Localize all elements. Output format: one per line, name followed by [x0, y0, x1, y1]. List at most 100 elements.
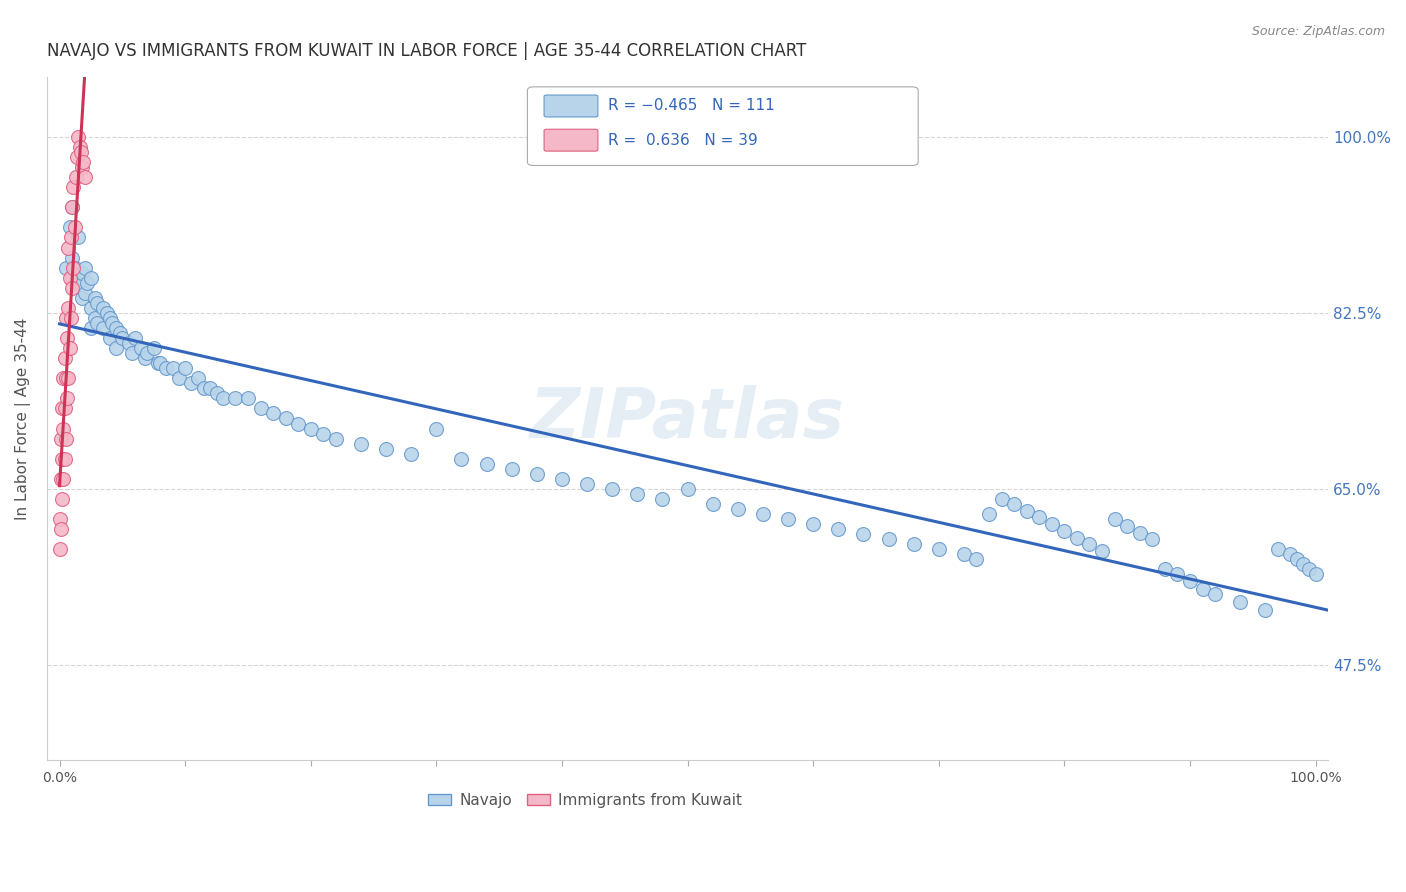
Point	[73, 260, 96, 275]
Point	[59, 310, 82, 325]
Point	[274, 411, 297, 425]
Text: R = −0.465   N = 111: R = −0.465 N = 111	[609, 98, 775, 113]
Point	[60, 251, 83, 265]
FancyBboxPatch shape	[544, 129, 598, 151]
Point	[53, 351, 76, 366]
Point	[702, 497, 724, 511]
Point	[58, 301, 80, 315]
Point	[776, 512, 799, 526]
Point	[1053, 524, 1076, 538]
Point	[425, 421, 447, 435]
Point	[52, 371, 75, 385]
Text: R =  0.636   N = 39: R = 0.636 N = 39	[609, 133, 758, 148]
Point	[877, 532, 900, 546]
Point	[58, 220, 80, 235]
Point	[600, 482, 623, 496]
Point	[312, 426, 335, 441]
Point	[1279, 547, 1302, 561]
Point	[375, 442, 398, 456]
Point	[626, 487, 648, 501]
Point	[60, 200, 83, 214]
Point	[149, 356, 172, 370]
Point	[651, 491, 673, 506]
Point	[58, 371, 80, 385]
Point	[98, 331, 121, 345]
Point	[965, 552, 987, 566]
Point	[76, 276, 98, 290]
Point	[1166, 567, 1188, 582]
Point	[167, 371, 190, 385]
Point	[63, 220, 86, 235]
Point	[1129, 526, 1152, 541]
Point	[350, 436, 373, 450]
Point	[80, 321, 103, 335]
Point	[67, 230, 90, 244]
Point	[60, 200, 83, 214]
Point	[224, 392, 246, 406]
Point	[96, 306, 118, 320]
Point	[136, 346, 159, 360]
Point	[801, 517, 824, 532]
Point	[65, 170, 87, 185]
Point	[69, 140, 91, 154]
Point	[325, 432, 347, 446]
Point	[146, 356, 169, 370]
Point	[142, 341, 165, 355]
Point	[1153, 562, 1175, 576]
Point	[60, 270, 83, 285]
Point	[63, 260, 86, 275]
Point	[187, 371, 209, 385]
Point	[752, 507, 775, 521]
Point	[1229, 594, 1251, 608]
Point	[1116, 519, 1139, 533]
Point	[108, 326, 131, 340]
FancyBboxPatch shape	[527, 87, 918, 166]
Point	[86, 296, 108, 310]
Point	[200, 381, 222, 395]
Point	[1191, 582, 1213, 597]
Point	[990, 491, 1012, 506]
Point	[953, 547, 976, 561]
Point	[1204, 587, 1226, 601]
Point	[101, 316, 124, 330]
Point	[86, 316, 108, 330]
Point	[67, 130, 90, 145]
Point	[1078, 537, 1101, 551]
Point	[58, 270, 80, 285]
Point	[70, 266, 93, 280]
Point	[1104, 512, 1126, 526]
Point	[551, 472, 574, 486]
Point	[53, 451, 76, 466]
Point	[299, 421, 322, 435]
Point	[1091, 544, 1114, 558]
Point	[180, 376, 202, 391]
Point	[205, 386, 228, 401]
Point	[67, 276, 90, 290]
Legend: Navajo, Immigrants from Kuwait: Navajo, Immigrants from Kuwait	[422, 787, 748, 814]
Point	[49, 432, 72, 446]
Point	[576, 476, 599, 491]
Point	[93, 321, 115, 335]
Point	[211, 392, 233, 406]
Point	[1028, 510, 1050, 524]
Point	[52, 472, 75, 486]
Point	[73, 170, 96, 185]
Point	[121, 346, 143, 360]
Point	[249, 401, 271, 416]
Text: Source: ZipAtlas.com: Source: ZipAtlas.com	[1251, 25, 1385, 38]
Point	[1015, 504, 1038, 518]
Point	[70, 160, 93, 174]
Point	[93, 301, 115, 315]
Point	[1040, 517, 1063, 532]
Text: NAVAJO VS IMMIGRANTS FROM KUWAIT IN LABOR FORCE | AGE 35-44 CORRELATION CHART: NAVAJO VS IMMIGRANTS FROM KUWAIT IN LABO…	[46, 42, 807, 60]
Point	[501, 462, 523, 476]
Point	[1285, 552, 1308, 566]
Point	[56, 331, 79, 345]
Point	[49, 472, 72, 486]
Point	[676, 482, 699, 496]
FancyBboxPatch shape	[544, 95, 598, 117]
Point	[70, 291, 93, 305]
Point	[52, 421, 75, 435]
Point	[1305, 567, 1327, 582]
Point	[1267, 542, 1289, 557]
